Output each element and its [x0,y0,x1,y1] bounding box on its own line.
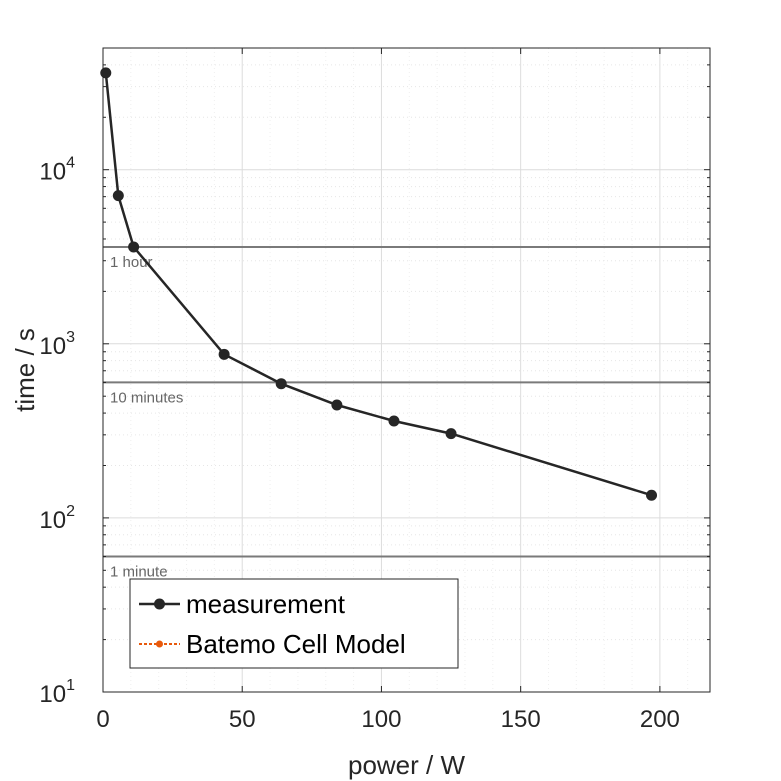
plot-frame [102,47,711,693]
x-tick-label: 0 [96,706,109,733]
data-point [646,489,658,501]
x-tick-label: 100 [361,706,401,733]
data-point [388,415,400,427]
series-line [104,72,652,497]
x-axis-title: power / W [348,750,465,780]
x-tick-label: 50 [229,706,256,733]
data-point [445,428,457,440]
x-tick-label: 150 [501,706,541,733]
reference-line-label: 1 minute [110,564,168,581]
reference-line-label: 10 minutes [110,389,183,406]
legend-swatch-marker [154,598,165,610]
x-tick-label: 200 [640,706,680,733]
legend-label: Batemo Cell Model [186,629,406,659]
series-layer [100,67,658,501]
legend-box [129,578,459,669]
data-point [218,348,230,360]
data-point [275,378,287,390]
y-tick-label: 102 [39,503,75,534]
x-axis-ticks: 0 50 100 150 200 [96,48,680,733]
legend-label: measurement [186,589,346,619]
data-point [112,190,124,202]
y-tick-label: 104 [39,155,75,186]
y-axis-title: time / s [10,328,40,412]
legend: measurement Batemo Cell Model [129,578,459,669]
data-point [331,399,343,411]
y-tick-label: 101 [39,677,75,708]
data-point [128,241,140,253]
y-tick-label: 103 [39,329,75,360]
data-point [100,67,112,79]
legend-swatch-marker [156,640,163,648]
